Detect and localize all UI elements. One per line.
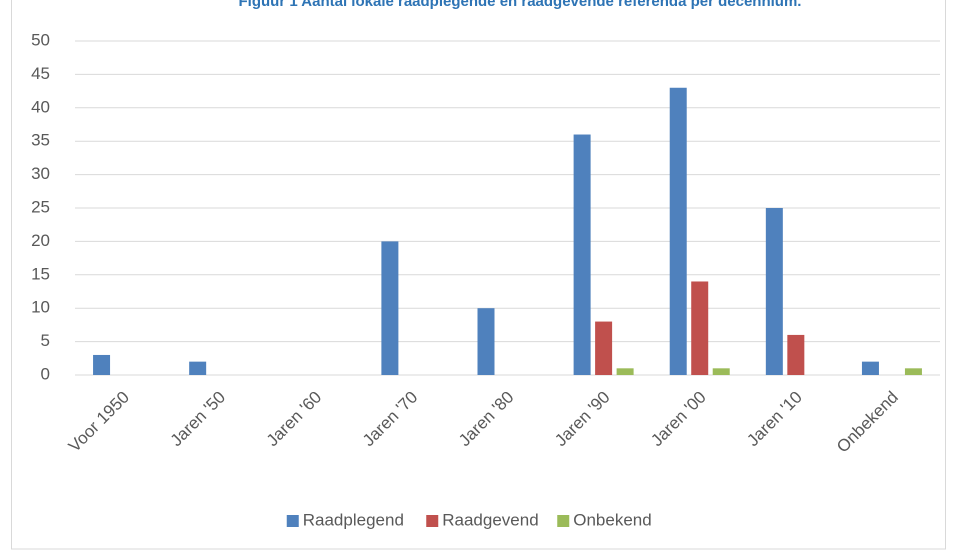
bar xyxy=(595,321,613,375)
y-tick-label: 20 xyxy=(31,231,50,250)
bar xyxy=(904,368,922,375)
bar xyxy=(712,368,730,375)
y-tick-label: 5 xyxy=(41,331,50,350)
y-tick-label: 30 xyxy=(31,164,50,183)
bar xyxy=(765,208,783,375)
bar xyxy=(691,281,709,375)
chart-title: Figuur 1 Aantal lokale raadplegende en r… xyxy=(239,0,802,10)
legend-swatch xyxy=(426,515,439,527)
legend-label: Onbekend xyxy=(573,510,651,529)
legend-swatch xyxy=(557,515,570,527)
y-tick-label: 15 xyxy=(31,264,50,283)
bar xyxy=(477,308,495,375)
bar xyxy=(573,134,591,375)
y-tick-label: 40 xyxy=(31,97,50,116)
legend-label: Raadplegend xyxy=(303,510,404,529)
y-tick-label: 0 xyxy=(41,364,50,383)
bar xyxy=(381,241,399,375)
bar xyxy=(93,354,111,375)
y-tick-label: 10 xyxy=(31,298,50,317)
bar xyxy=(861,361,879,375)
bar xyxy=(669,87,687,375)
y-tick-label: 50 xyxy=(31,30,50,49)
legend-swatch xyxy=(286,515,299,527)
legend-label: Raadgevend xyxy=(442,510,538,529)
y-tick-label: 35 xyxy=(31,131,50,150)
bar xyxy=(787,334,805,375)
y-tick-label: 25 xyxy=(31,197,50,216)
y-tick-label: 45 xyxy=(31,64,50,83)
bar xyxy=(616,368,634,375)
bar xyxy=(189,361,207,375)
